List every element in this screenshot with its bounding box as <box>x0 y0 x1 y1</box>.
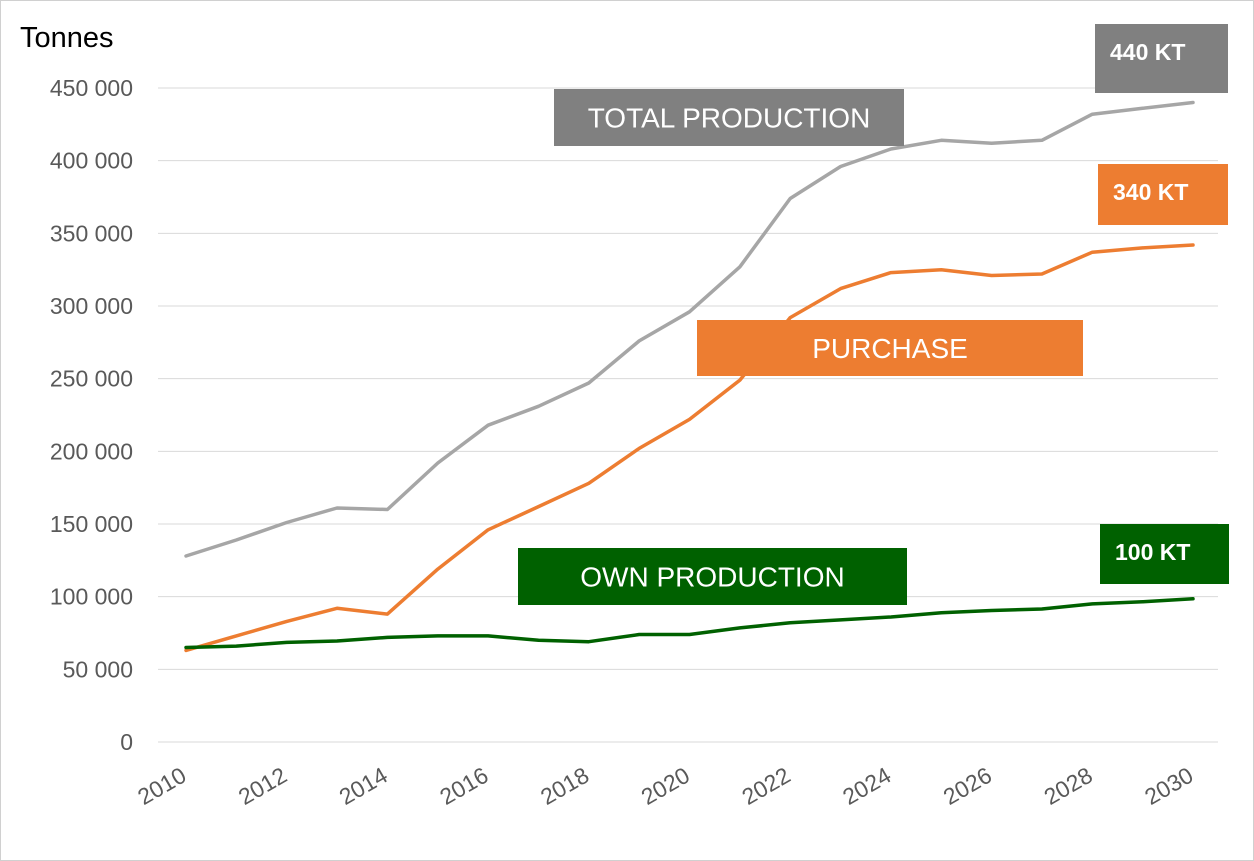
y-tick-label: 50 000 <box>63 656 133 682</box>
series-line-own <box>184 597 1195 650</box>
callout-340-kt: 340 KT <box>1098 164 1228 225</box>
x-tick-label: 2028 <box>1039 762 1096 810</box>
callout-440-kt-label: 440 KT <box>1110 39 1185 65</box>
y-axis-ticks: 0 50 000 100 000 150 000 200 000 250 000 300 0… <box>50 75 133 755</box>
callout-own-production-label: OWN PRODUCTION <box>580 562 844 593</box>
x-tick-label: 2020 <box>637 762 694 810</box>
x-tick-label: 2010 <box>133 762 190 810</box>
y-tick-label: 250 000 <box>50 366 133 392</box>
y-tick-label: 200 000 <box>50 438 133 464</box>
x-tick-label: 2018 <box>536 762 593 810</box>
y-tick-label: 0 <box>120 729 133 755</box>
callout-340-kt-label: 340 KT <box>1113 179 1188 205</box>
x-tick-label: 2016 <box>435 762 492 810</box>
y-tick-label: 400 000 <box>50 148 133 174</box>
y-tick-label: 100 000 <box>50 584 133 610</box>
x-axis-ticks: 2010 2012 2014 2016 2018 2020 2022 2024 2026 2028… <box>133 762 1197 810</box>
series-line-purchase <box>184 243 1195 653</box>
y-axis-title: Tonnes <box>20 22 114 54</box>
callout-440-kt-box <box>1095 24 1228 93</box>
gridlines <box>158 87 1218 743</box>
callout-total-production-label: TOTAL PRODUCTION <box>588 103 871 134</box>
x-tick-label: 2030 <box>1140 762 1197 810</box>
callout-purchase-box <box>697 320 1083 376</box>
series-lines <box>184 100 1195 653</box>
callout-100-kt-label: 100 KT <box>1115 539 1190 565</box>
callout-purchase-label: PURCHASE <box>812 333 968 364</box>
callout-total-production-box <box>554 89 904 146</box>
callout-purchase: PURCHASE <box>697 320 1083 376</box>
y-tick-label: 450 000 <box>50 75 133 101</box>
callout-own-production: OWN PRODUCTION <box>518 548 907 605</box>
y-tick-label: 300 000 <box>50 293 133 319</box>
callout-440-kt: 440 KT <box>1095 24 1228 93</box>
y-tick-label: 350 000 <box>50 220 133 246</box>
callout-100-kt-box <box>1100 524 1229 584</box>
callout-100-kt: 100 KT <box>1100 524 1229 584</box>
x-tick-label: 2014 <box>335 762 392 810</box>
series-line-total <box>184 100 1195 558</box>
x-tick-label: 2024 <box>838 762 895 810</box>
callout-own-production-box <box>518 548 907 605</box>
x-tick-label: 2022 <box>737 762 794 810</box>
callout-340-kt-box <box>1098 164 1228 225</box>
callout-total-production: TOTAL PRODUCTION <box>554 89 904 146</box>
x-tick-label: 2012 <box>234 762 291 810</box>
x-tick-label: 2026 <box>939 762 996 810</box>
y-tick-label: 150 000 <box>50 511 133 537</box>
callouts: TOTAL PRODUCTION PURCHASE OWN PRODUCTION 44… <box>518 24 1229 605</box>
